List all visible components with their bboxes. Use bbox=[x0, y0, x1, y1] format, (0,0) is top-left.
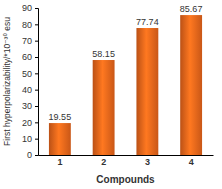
y-axis-title: First hyperpolarizability/*10⁻³⁰ esu bbox=[2, 17, 12, 146]
y-tick-label: 10 bbox=[22, 134, 32, 144]
bar bbox=[180, 15, 202, 155]
y-tick-mark bbox=[35, 90, 38, 91]
data-label: 77.74 bbox=[136, 17, 159, 27]
y-tick: 80 bbox=[22, 20, 38, 30]
y-tick-mark bbox=[35, 41, 38, 42]
x-tick: 1 bbox=[57, 155, 62, 167]
y-tick-label: 30 bbox=[22, 101, 32, 111]
y-tick-label: 90 bbox=[22, 3, 32, 13]
y-axis-line bbox=[35, 9, 39, 156]
data-label: 85.67 bbox=[180, 4, 203, 14]
x-tick: 3 bbox=[145, 155, 150, 167]
y-tick: 0 bbox=[27, 150, 38, 160]
y-tick: 20 bbox=[22, 118, 38, 128]
y-tick-mark bbox=[35, 8, 38, 9]
y-tick-label: 40 bbox=[22, 85, 32, 95]
bar bbox=[136, 28, 158, 155]
y-tick: 50 bbox=[22, 69, 38, 79]
y-axis: 0 10 20 30 40 50 60 70 80 90 bbox=[22, 3, 39, 160]
data-label: 19.55 bbox=[49, 112, 72, 122]
chart: 19.55 58.15 77.74 85.67 0 10 20 30 40 50 60 70 80 90 1… bbox=[0, 0, 222, 189]
y-tick: 30 bbox=[22, 101, 38, 111]
y-tick-label: 0 bbox=[27, 150, 32, 160]
x-tick: 2 bbox=[101, 155, 106, 167]
bar bbox=[93, 60, 115, 155]
y-tick-mark bbox=[35, 139, 38, 140]
data-label: 58.15 bbox=[92, 49, 115, 59]
data-labels: 19.55 58.15 77.74 85.67 bbox=[49, 4, 203, 122]
plot-area bbox=[49, 15, 202, 155]
y-tick-mark bbox=[35, 122, 38, 123]
y-tick-mark bbox=[35, 57, 38, 58]
y-tick: 40 bbox=[22, 85, 38, 95]
y-tick: 70 bbox=[22, 36, 38, 46]
x-axis-title: Compounds bbox=[96, 174, 155, 185]
y-tick-mark bbox=[35, 24, 38, 25]
y-tick-mark bbox=[35, 106, 38, 107]
x-axis: 1 2 3 4 bbox=[39, 155, 214, 167]
x-tick: 4 bbox=[189, 155, 194, 167]
x-tick-label: 4 bbox=[189, 157, 194, 167]
x-axis-line bbox=[39, 155, 214, 156]
x-tick-label: 3 bbox=[145, 157, 150, 167]
x-tick-label: 1 bbox=[57, 157, 62, 167]
bar bbox=[49, 123, 71, 155]
y-tick-label: 70 bbox=[22, 36, 32, 46]
y-tick: 10 bbox=[22, 134, 38, 144]
y-tick-label: 20 bbox=[22, 118, 32, 128]
y-tick-mark bbox=[35, 73, 38, 74]
x-tick-label: 2 bbox=[101, 157, 106, 167]
y-tick-mark bbox=[35, 155, 38, 156]
y-tick-label: 80 bbox=[22, 20, 32, 30]
y-tick: 90 bbox=[22, 3, 38, 13]
y-tick-label: 60 bbox=[22, 52, 32, 62]
y-tick-label: 50 bbox=[22, 69, 32, 79]
y-tick: 60 bbox=[22, 52, 38, 62]
